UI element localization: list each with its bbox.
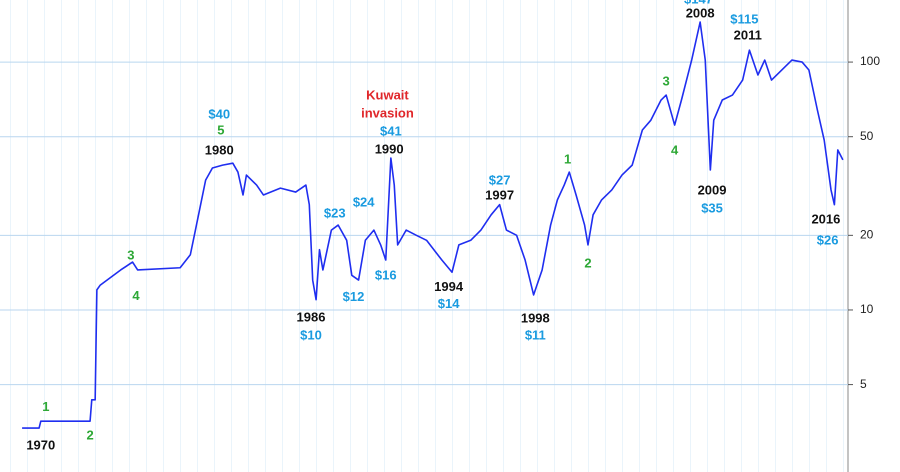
annotation: 2 <box>86 427 93 442</box>
y-tick-label: 5 <box>860 377 867 391</box>
annotation: 1994 <box>434 279 464 294</box>
plot-area <box>0 0 848 472</box>
annotation: $16 <box>375 268 397 283</box>
annotation: $14 <box>438 296 460 311</box>
annotation: 1980 <box>205 142 234 157</box>
annotations: 1 1970 2 3 4 $405 1980 Kuwait invasion $41 1990 $23… <box>26 0 840 452</box>
annotation: 1 <box>42 399 49 414</box>
annotation: 1990 <box>375 141 404 156</box>
series <box>22 21 844 429</box>
grid: 5 10 20 50 100 <box>0 54 880 391</box>
annotation: 5 <box>217 122 224 137</box>
annotation: $12 <box>343 289 365 304</box>
annotation: 4 <box>671 142 679 157</box>
annotation: 1998 <box>521 310 550 325</box>
annotation: $115 <box>730 12 758 27</box>
annotation: 1986 <box>297 309 326 324</box>
annotation: $147 <box>684 0 713 7</box>
annotation: 2008 <box>686 6 715 21</box>
annotation: 1 <box>564 151 571 166</box>
annotation: 2016 <box>811 211 840 226</box>
annotation: $41 <box>380 124 402 139</box>
annotation: $40 <box>208 107 230 122</box>
annotation: 3 <box>127 247 134 262</box>
y-tick-label: 20 <box>860 228 874 242</box>
annotation: $23 <box>324 205 346 220</box>
annotation: 2 <box>584 256 591 271</box>
annotation: 2011 <box>734 27 762 42</box>
annotation: 1997 <box>485 188 514 203</box>
annotation: Kuwait invasion <box>361 88 414 121</box>
y-tick-label: 10 <box>860 302 874 316</box>
annotation: $10 <box>300 327 322 342</box>
annotation: $26 <box>817 232 839 247</box>
annotation: 3 <box>663 74 670 89</box>
annotation: 2009 <box>698 182 727 197</box>
annotation: 4 <box>132 288 140 303</box>
y-tick-label: 50 <box>860 129 874 143</box>
annotation: $27 <box>489 173 511 188</box>
annotation: 1970 <box>26 437 55 452</box>
annotation: $35 <box>701 201 723 216</box>
annotation: $24 <box>353 194 375 209</box>
y-tick-label: 100 <box>860 54 880 68</box>
annotation: $11 <box>525 327 546 342</box>
price-line <box>22 21 844 429</box>
